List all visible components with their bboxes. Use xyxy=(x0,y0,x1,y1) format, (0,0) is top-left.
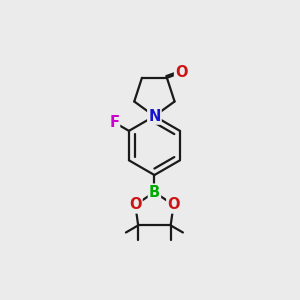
Text: F: F xyxy=(109,115,119,130)
Text: N: N xyxy=(148,109,160,124)
Text: B: B xyxy=(149,184,160,200)
Text: O: O xyxy=(167,197,180,212)
Text: O: O xyxy=(175,65,188,80)
Text: O: O xyxy=(129,197,142,212)
